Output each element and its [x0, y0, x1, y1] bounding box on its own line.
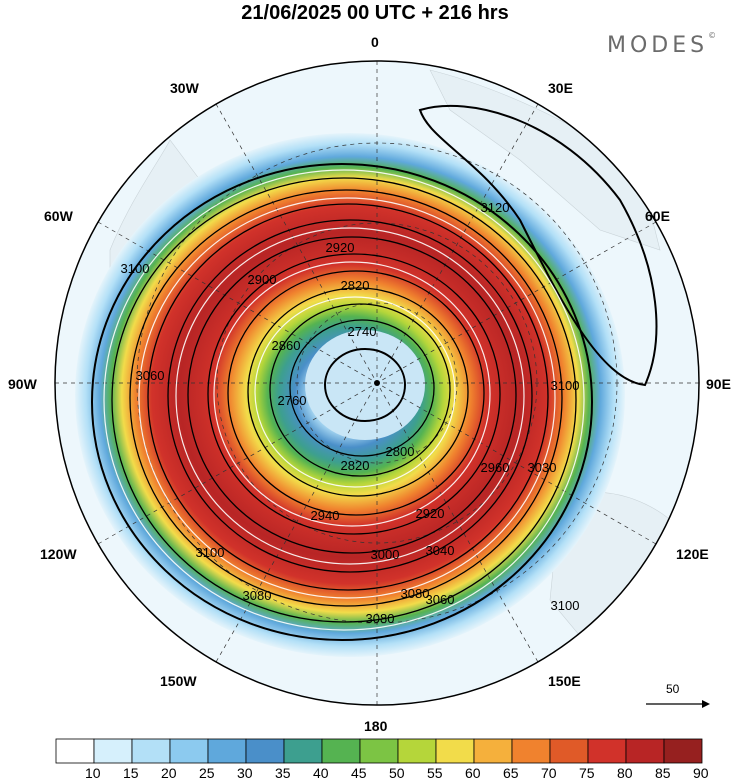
contour-label: 3100: [551, 378, 580, 393]
contour-label: 3100: [551, 598, 580, 613]
colorbar-label: 90: [693, 765, 709, 781]
contour-label: 3040: [426, 543, 455, 558]
colorbar-swatch: [55, 738, 95, 764]
lon-label-90e: 90E: [706, 376, 731, 392]
contour-label: 3080: [243, 588, 272, 603]
contour-label: 2920: [326, 240, 355, 255]
contour-label: 2800: [386, 444, 415, 459]
contour-label: 2960: [481, 460, 510, 475]
colorbar-swatch: [93, 738, 133, 764]
contour-label: 2940: [311, 508, 340, 523]
lon-label-0: 0: [371, 34, 379, 50]
contour-label: 2860: [272, 338, 301, 353]
colorbar-swatch: [397, 738, 437, 764]
colorbar-label: 65: [503, 765, 519, 781]
colorbar-label: 40: [313, 765, 329, 781]
colorbar-label: 75: [579, 765, 595, 781]
colorbar-label: 25: [199, 765, 215, 781]
lon-label-60e: 60E: [645, 208, 670, 224]
contour-label: 2920: [416, 506, 445, 521]
contour-labels: 2740 2800 2820 2760 2860 2900 2920 2820 2940 2920…: [121, 200, 580, 626]
lon-label-90w: 90W: [8, 376, 37, 392]
colorbar-label: 20: [161, 765, 177, 781]
colorbar: [55, 738, 703, 764]
colorbar-label: 45: [351, 765, 367, 781]
colorbar-label: 85: [655, 765, 671, 781]
contour-label: 3030: [528, 460, 557, 475]
map-boundary: [54, 60, 700, 706]
contour-label: 2740: [348, 324, 377, 339]
contour-label: 2820: [341, 458, 370, 473]
colorbar-swatch: [625, 738, 665, 764]
colorbar-swatch: [321, 738, 361, 764]
contour-label: 3000: [371, 547, 400, 562]
colorbar-swatch: [283, 738, 323, 764]
colorbar-swatch: [245, 738, 285, 764]
colorbar-label: 60: [465, 765, 481, 781]
colorbar-label: 70: [541, 765, 557, 781]
colorbar-label: 35: [275, 765, 291, 781]
contour-label: 3060: [136, 368, 165, 383]
height-contours: [91, 104, 658, 641]
lon-label-150e: 150E: [548, 673, 581, 689]
lon-label-60w: 60W: [44, 208, 73, 224]
colorbar-swatch: [549, 738, 589, 764]
colorbar-swatch: [207, 738, 247, 764]
map-title: 21/06/2025 00 UTC + 216 hrs: [241, 2, 509, 24]
contour-label: 3080: [401, 586, 430, 601]
reference-vector-arrow: [646, 700, 710, 708]
lon-label-30w: 30W: [170, 80, 199, 96]
colorbar-label: 55: [427, 765, 443, 781]
reference-vector-label: 50: [666, 682, 680, 696]
colorbar-label: 10: [85, 765, 101, 781]
contour-label: 3080: [366, 611, 395, 626]
colorbar-swatch: [131, 738, 171, 764]
wind-streamlines: [103, 169, 585, 631]
colorbar-label: 30: [237, 765, 253, 781]
colorbar-label: 80: [617, 765, 633, 781]
colorbar-swatch: [511, 738, 551, 764]
colorbar-swatch: [359, 738, 399, 764]
contour-label: 2820: [341, 278, 370, 293]
contour-label: 2760: [278, 393, 307, 408]
colorbar-label: 15: [123, 765, 139, 781]
contour-label: 3120: [481, 200, 510, 215]
lon-label-120w: 120W: [40, 546, 77, 562]
colorbar-swatch: [587, 738, 627, 764]
lon-label-120e: 120E: [676, 546, 709, 562]
contour-label: 3060: [426, 592, 455, 607]
south-pole-marker: [374, 380, 380, 386]
lon-label-30e: 30E: [548, 80, 573, 96]
modes-logo: MODES©: [607, 31, 717, 58]
colorbar-swatch: [473, 738, 513, 764]
contour-label: 3100: [121, 261, 150, 276]
contour-label: 2900: [248, 272, 277, 287]
colorbar-swatch: [169, 738, 209, 764]
contour-label: 3100: [196, 545, 225, 560]
lon-label-180: 180: [364, 718, 388, 734]
colorbar-swatch: [663, 738, 703, 764]
colorbar-label: 50: [389, 765, 405, 781]
colorbar-swatch: [435, 738, 475, 764]
lon-label-150w: 150W: [160, 673, 197, 689]
